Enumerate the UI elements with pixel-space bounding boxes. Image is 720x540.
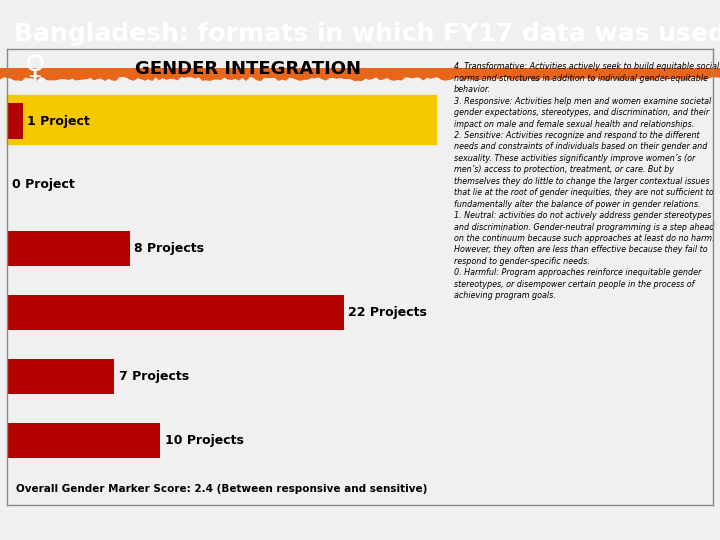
Text: 1 Project: 1 Project: [27, 114, 90, 127]
Text: 22 Projects: 22 Projects: [348, 306, 427, 319]
Text: Bangladesh: formats in which FY17 data was used: Bangladesh: formats in which FY17 data w…: [14, 22, 720, 46]
Text: 0 Project: 0 Project: [12, 178, 75, 192]
Text: 4. Transformative: Activities actively seek to build equitable social norms and : 4. Transformative: Activities actively s…: [454, 62, 719, 300]
Bar: [7, 231, 130, 266]
Bar: [7, 295, 344, 330]
Text: 8 Projects: 8 Projects: [134, 242, 204, 255]
Text: Overall Gender Marker Score: 2.4 (Between responsive and sensitive): Overall Gender Marker Score: 2.4 (Betwee…: [16, 484, 427, 494]
Text: ♀: ♀: [23, 55, 45, 83]
Bar: [7, 359, 114, 394]
Bar: [7, 94, 436, 144]
Bar: [7, 423, 160, 458]
Text: 7 Projects: 7 Projects: [119, 370, 189, 383]
Text: 10 Projects: 10 Projects: [165, 434, 243, 447]
Bar: [7, 104, 22, 139]
Text: GENDER INTEGRATION: GENDER INTEGRATION: [135, 60, 361, 78]
